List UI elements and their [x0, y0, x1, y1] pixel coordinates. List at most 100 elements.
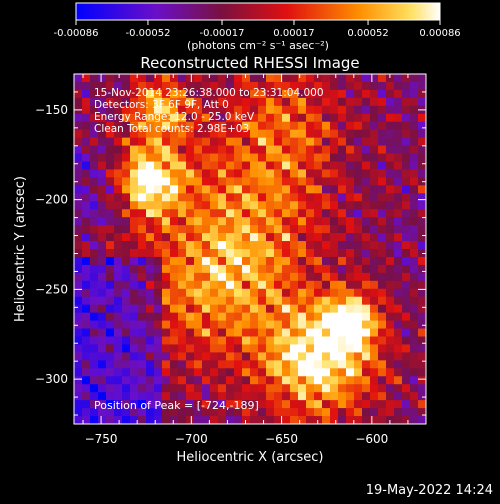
- heatmap-cell: [378, 328, 387, 338]
- heatmap-cell: [138, 280, 147, 290]
- heatmap-cell: [138, 185, 147, 194]
- heatmap-cell: [210, 105, 219, 115]
- heatmap-cell: [202, 336, 211, 346]
- heatmap-cell: [186, 161, 195, 171]
- heatmap-cell: [266, 161, 275, 171]
- heatmap-cell: [234, 256, 243, 266]
- heatmap-cell: [170, 320, 179, 330]
- heatmap-cell: [226, 336, 235, 346]
- heatmap-cell: [298, 249, 307, 258]
- heatmap-cell: [114, 312, 123, 322]
- heatmap-cell: [250, 376, 259, 385]
- y-axis: −150−200−250−300: [35, 91, 426, 416]
- heatmap-cell: [282, 201, 291, 210]
- heatmap-cell: [218, 121, 227, 131]
- heatmap-cell: [202, 344, 211, 353]
- heatmap-cell: [394, 81, 403, 91]
- heatmap-cell: [210, 153, 219, 163]
- heatmap-cell: [250, 392, 259, 401]
- heatmap-cell: [258, 384, 267, 393]
- heatmap-cell: [162, 320, 171, 330]
- heatmap-cell: [106, 360, 115, 369]
- heatmap-cell: [234, 217, 243, 226]
- heatmap-cell: [338, 376, 347, 385]
- heatmap-cell: [306, 121, 315, 131]
- heatmap-cell: [154, 241, 163, 250]
- heatmap-cell: [354, 137, 363, 147]
- heatmap-cell: [362, 105, 371, 115]
- heatmap-cell: [122, 249, 131, 258]
- heatmap-cell: [82, 360, 91, 369]
- heatmap-cell: [178, 217, 187, 226]
- heatmap-cell: [194, 233, 203, 242]
- heatmap-cell: [410, 360, 419, 369]
- heatmap-cell: [378, 400, 387, 409]
- heatmap-cell: [138, 272, 147, 282]
- heatmap-cell: [130, 392, 139, 401]
- heatmap-cell: [250, 272, 259, 282]
- heatmap-cell: [210, 209, 219, 218]
- heatmap-cell: [122, 153, 131, 163]
- heatmap-cell: [330, 368, 339, 377]
- heatmap-cell: [354, 384, 363, 393]
- heatmap-cell: [98, 400, 107, 409]
- heatmap-cell: [74, 312, 83, 322]
- heatmap-cell: [106, 376, 115, 385]
- heatmap-cell: [282, 81, 291, 91]
- heatmap-cell: [338, 408, 347, 417]
- heatmap-cell: [74, 121, 83, 131]
- heatmap-cell: [250, 304, 259, 314]
- heatmap-cell: [266, 113, 275, 123]
- heatmap-cell: [170, 137, 179, 147]
- heatmap-cell: [354, 400, 363, 409]
- heatmap-cell: [90, 288, 99, 298]
- heatmap-cell: [202, 145, 211, 155]
- heatmap-cell: [354, 352, 363, 361]
- heatmap-cell: [178, 137, 187, 147]
- heatmap-cell: [370, 113, 379, 123]
- heatmap-cell: [170, 185, 179, 194]
- heatmap-cell: [354, 81, 363, 91]
- heatmap-cell: [114, 129, 123, 139]
- heatmap-cell: [162, 137, 171, 147]
- heatmap-cell: [386, 296, 395, 306]
- heatmap-cell: [218, 256, 227, 266]
- heatmap-cell: [402, 97, 411, 107]
- heatmap-cell: [370, 328, 379, 338]
- heatmap-cell: [346, 312, 355, 322]
- heatmap-cell: [74, 241, 83, 250]
- heatmap-cell: [210, 312, 219, 322]
- heatmap-cell: [282, 249, 291, 258]
- heatmap-cell: [394, 169, 403, 178]
- heatmap-cell: [402, 113, 411, 123]
- heatmap-cell: [162, 328, 171, 338]
- heatmap-cell: [122, 312, 131, 322]
- heatmap-cell: [178, 400, 187, 409]
- heatmap-cell: [386, 185, 395, 194]
- heatmap-cell: [282, 304, 291, 314]
- heatmap-cell: [258, 225, 267, 234]
- heatmap-cell: [362, 209, 371, 218]
- heatmap-cell: [106, 344, 115, 353]
- heatmap-cell: [114, 392, 123, 401]
- heatmap-cell: [186, 304, 195, 314]
- heatmap-cell: [410, 392, 419, 401]
- heatmap-cell: [82, 81, 91, 91]
- heatmap-cell: [290, 384, 299, 393]
- heatmap-cell: [130, 336, 139, 346]
- heatmap-cell: [130, 233, 139, 242]
- heatmap-cell: [314, 74, 323, 83]
- heatmap-cell: [114, 408, 123, 417]
- heatmap-cell: [202, 256, 211, 266]
- heatmap-cell: [410, 129, 419, 139]
- heatmap-cell: [130, 193, 139, 202]
- heatmap-cell: [306, 328, 315, 338]
- heatmap-cell: [162, 74, 171, 83]
- heatmap-cell: [338, 392, 347, 401]
- heatmap-cell: [394, 296, 403, 306]
- heatmap-cell: [82, 233, 91, 242]
- heatmap-cell: [82, 368, 91, 377]
- heatmap-cell: [234, 312, 243, 322]
- heatmap-cell: [394, 241, 403, 250]
- heatmap-cell: [378, 280, 387, 290]
